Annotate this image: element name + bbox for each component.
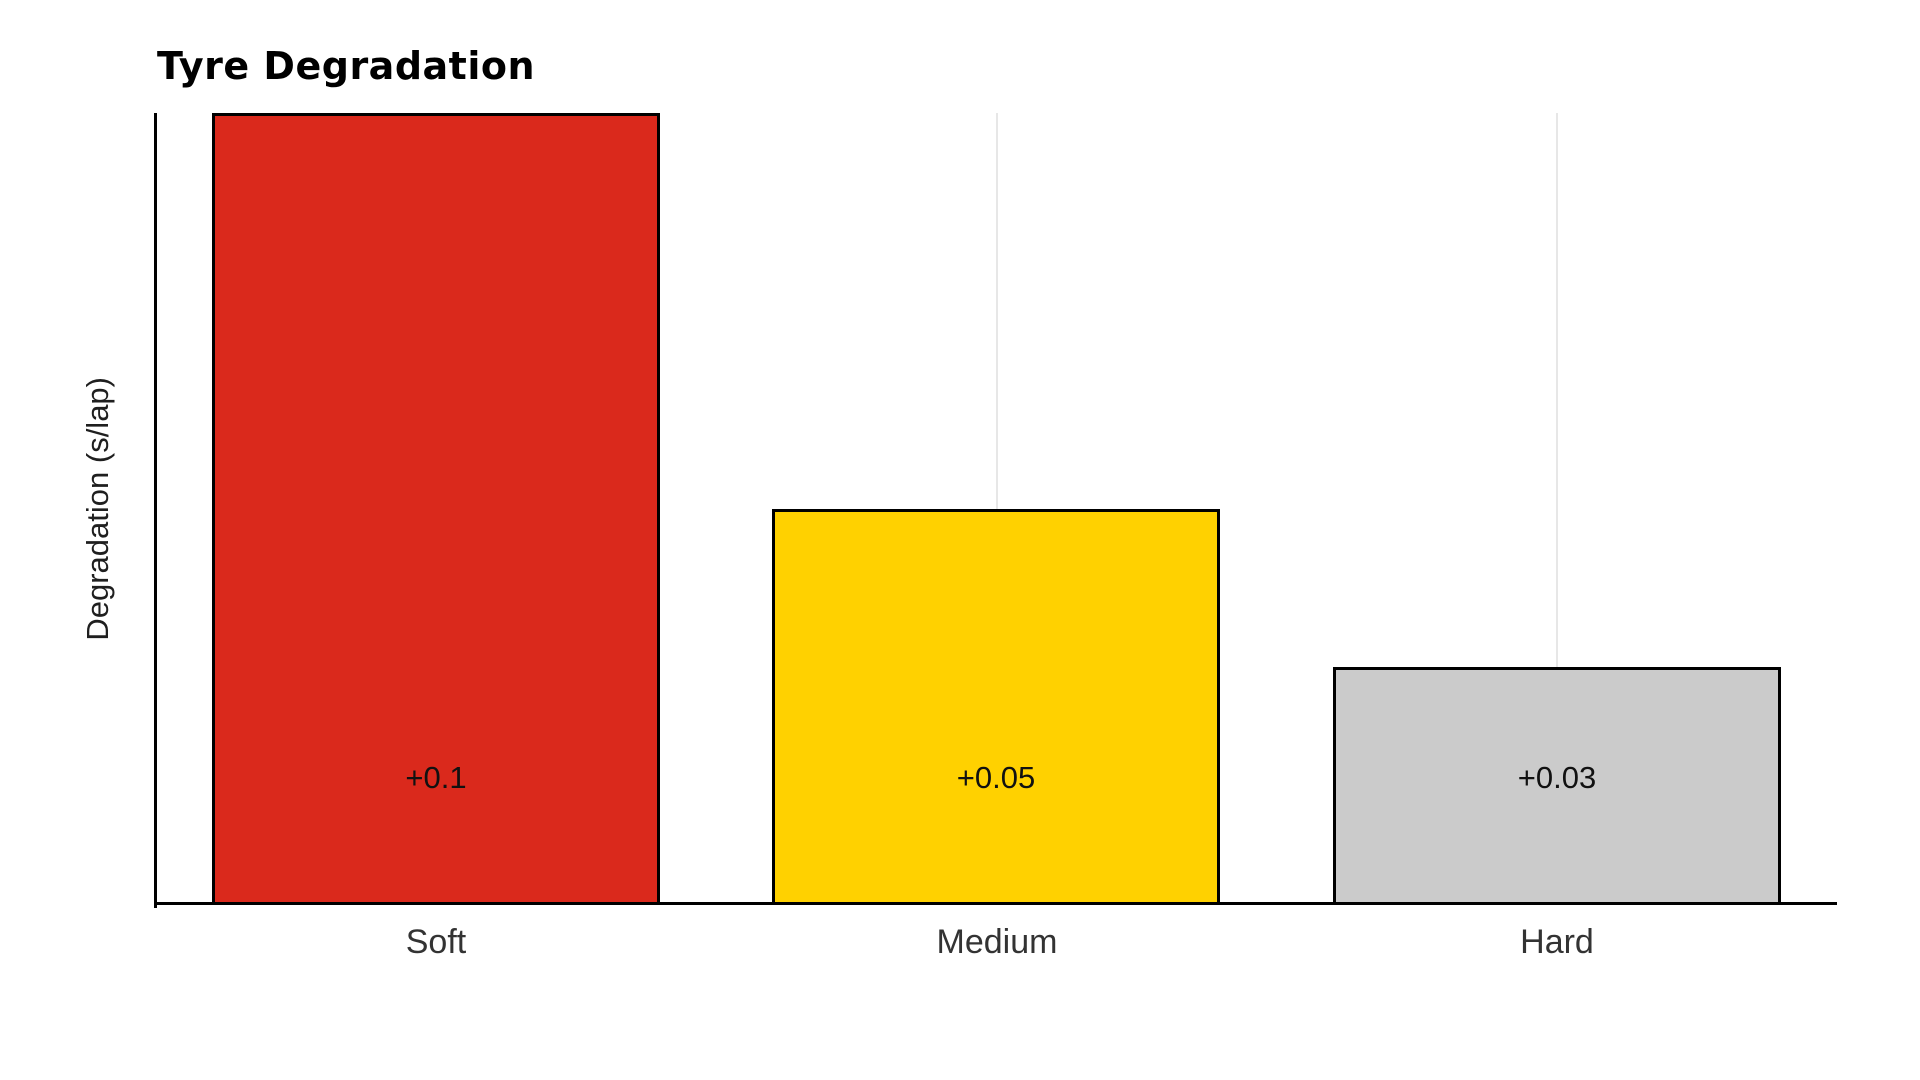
bar-value-label: +0.05 [956,760,1036,795]
bar-value-label: +0.03 [1517,760,1597,795]
plot-area: +0.1 +0.05 +0.03 [154,113,1837,908]
bar-medium: +0.05 [772,509,1220,905]
y-axis-label-container: Degradation (s/lap) [66,113,130,905]
x-tick-label-hard: Hard [1520,923,1594,961]
y-axis-line [154,113,157,908]
x-tick-label-medium: Medium [936,923,1058,961]
y-axis-label: Degradation (s/lap) [80,377,115,641]
bar-value-label: +0.1 [405,760,467,795]
bar-hard: +0.03 [1333,667,1781,905]
bar-soft: +0.1 [212,113,660,905]
x-tick-label-soft: Soft [405,923,467,961]
chart-title: Tyre Degradation [157,44,536,88]
category-gridline [1555,113,1558,905]
